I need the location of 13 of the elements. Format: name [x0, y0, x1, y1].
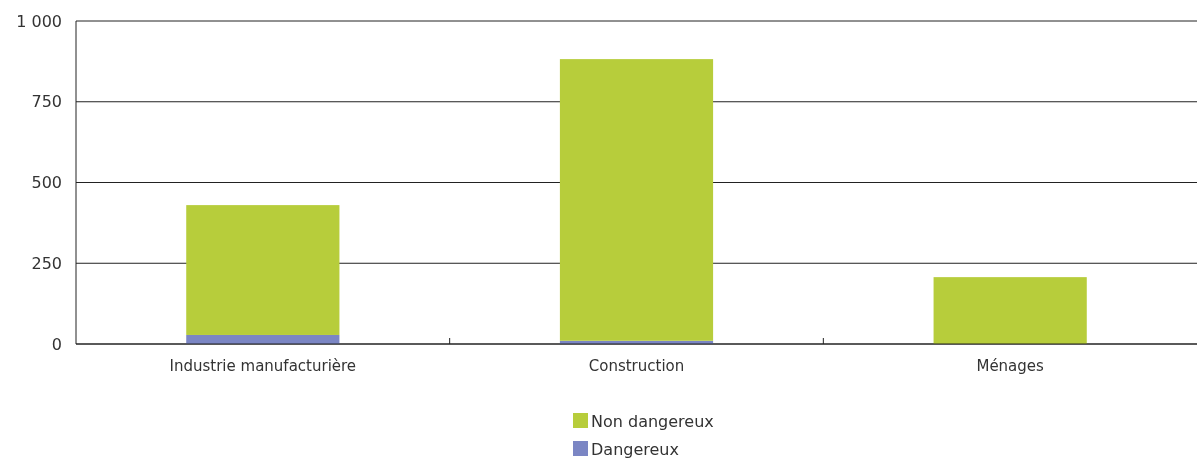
y-tick-label: 500 [31, 173, 62, 193]
y-tick-label: 750 [31, 92, 62, 112]
y-tick-label: 1 000 [16, 11, 62, 31]
legend-label: Dangereux [591, 439, 679, 459]
bar [186, 205, 340, 335]
bar [933, 277, 1087, 344]
bar [559, 59, 714, 341]
y-tick-label: 0 [51, 334, 62, 354]
legend-label: Non dangereux [591, 411, 714, 431]
x-tick-label: Ménages [976, 357, 1045, 375]
x-tick-label: Construction [588, 357, 685, 375]
x-tick-label: Industrie manufacturière [169, 357, 357, 375]
y-tick-label: 250 [31, 253, 62, 273]
